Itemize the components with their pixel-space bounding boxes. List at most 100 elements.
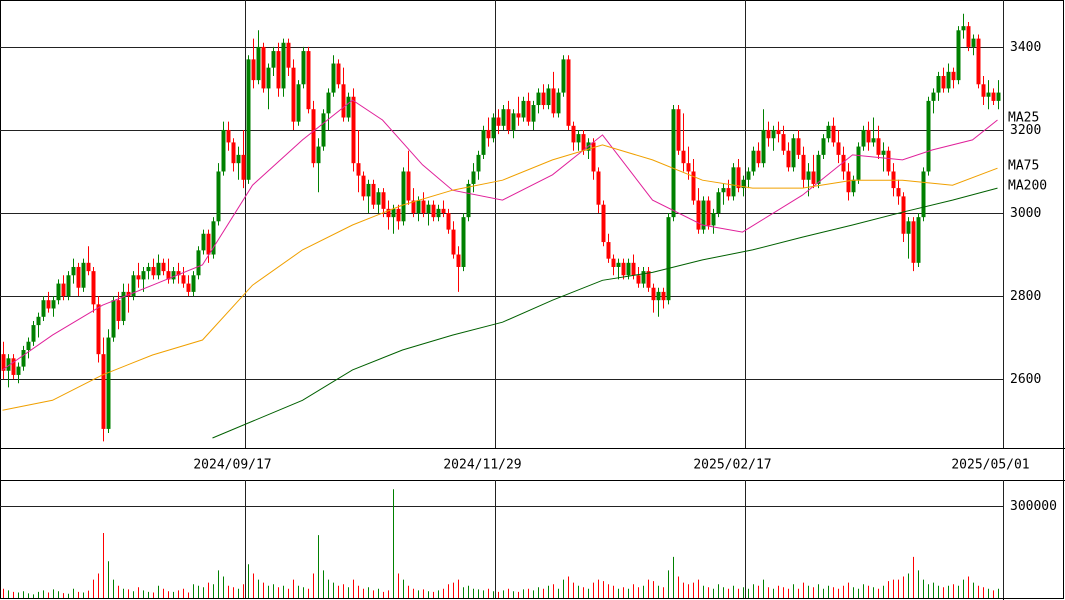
candle-body: [741, 179, 746, 189]
candle-body: [641, 271, 646, 284]
candle-body: [81, 262, 86, 288]
candle-body: [716, 192, 721, 213]
candle-body: [261, 46, 266, 89]
candle-body: [921, 171, 926, 218]
candle-body: [971, 38, 976, 47]
candle-body: [841, 154, 846, 172]
candle-body: [596, 171, 601, 205]
candle-body: [576, 134, 581, 143]
candle-body: [216, 171, 221, 222]
candle-body: [616, 262, 621, 267]
candle-body: [61, 283, 66, 297]
candle-body: [191, 275, 196, 292]
candle-body: [56, 283, 61, 301]
candle-body: [526, 100, 531, 122]
candle-body: [991, 92, 996, 101]
candle-body: [496, 117, 501, 126]
candle-body: [481, 129, 486, 155]
candle-body: [176, 271, 181, 276]
candle-body: [186, 283, 191, 292]
candle-body: [166, 271, 171, 280]
candle-body: [876, 138, 881, 155]
candle-body: [16, 366, 21, 375]
candle-body: [531, 105, 536, 122]
candle-body: [816, 154, 821, 184]
candle-body: [881, 150, 886, 155]
candle-body: [981, 84, 986, 97]
candle-body: [736, 167, 741, 189]
moving-average-line: [2, 144, 998, 411]
candle-body: [961, 26, 966, 31]
candle-body: [701, 200, 706, 230]
candle-body: [106, 337, 111, 429]
candle-body: [516, 113, 521, 118]
candle-body: [821, 138, 826, 155]
candle-body: [801, 154, 806, 180]
candle-body: [511, 113, 516, 130]
y-tick-label: 2800: [1010, 289, 1041, 304]
candle-body: [871, 138, 876, 143]
candle-body: [336, 63, 341, 85]
candle-body: [401, 171, 406, 222]
candle-body: [706, 200, 711, 226]
candle-body: [916, 217, 921, 263]
candle-body: [71, 266, 76, 276]
volume-tick-label: 300000: [1010, 499, 1057, 514]
candle-body: [711, 212, 716, 226]
candle-body: [731, 167, 736, 197]
candle-body: [416, 200, 421, 213]
candle-body: [721, 188, 726, 193]
candle-body: [831, 125, 836, 143]
candle-body: [691, 171, 696, 201]
candle-body: [366, 183, 371, 197]
candle-body: [796, 138, 801, 155]
candle-body: [966, 26, 971, 47]
candle-body: [341, 84, 346, 118]
candle-body: [396, 208, 401, 222]
candle-body: [506, 109, 511, 130]
candle-body: [851, 179, 856, 193]
candle-body: [386, 208, 391, 218]
candle-body: [311, 109, 316, 164]
moving-average-line: [2, 99, 998, 371]
candle-body: [521, 100, 526, 118]
candle-body: [111, 300, 116, 338]
candle-body: [656, 291, 661, 301]
candle-body: [886, 150, 891, 172]
candle-body: [86, 262, 91, 272]
candle-body: [391, 208, 396, 218]
candle-body: [426, 204, 431, 213]
candle-body: [291, 67, 296, 122]
candle-body: [486, 129, 491, 139]
candle-body: [21, 350, 26, 367]
candle-body: [761, 129, 766, 164]
candle-body: [181, 275, 186, 284]
candle-body: [321, 113, 326, 147]
candle-body: [806, 171, 811, 180]
candle-body: [811, 171, 816, 184]
candle-body: [536, 92, 541, 106]
candle-body: [926, 100, 931, 172]
candle-body: [681, 150, 686, 164]
candle-body: [621, 262, 626, 276]
moving-average-line: [212, 187, 998, 439]
y-tick-label: 3200: [1010, 123, 1041, 138]
candle-body: [146, 266, 151, 272]
candle-body: [51, 300, 56, 309]
candle-body: [946, 71, 951, 89]
candle-body: [91, 271, 96, 305]
candle-body: [661, 291, 666, 301]
candle-body: [451, 229, 456, 255]
candle-body: [846, 171, 851, 193]
candle-body: [591, 142, 596, 172]
candle-body: [221, 129, 226, 172]
y-tick-label: 3000: [1010, 206, 1041, 221]
candle-body: [766, 129, 771, 139]
candle-body: [676, 109, 681, 151]
candle-body: [996, 92, 1001, 101]
candle-body: [151, 266, 156, 276]
candle-body: [671, 109, 676, 218]
y-tick-label: 2600: [1010, 372, 1041, 387]
candle-body: [306, 51, 311, 110]
